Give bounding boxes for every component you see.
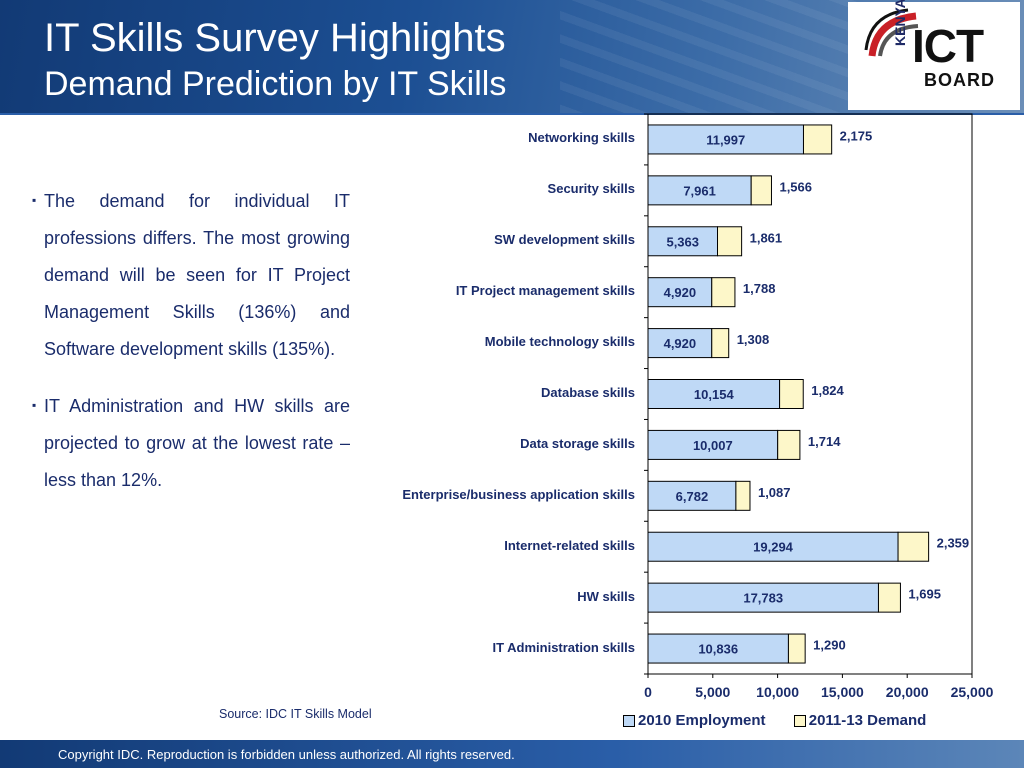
category-label: Internet-related skills xyxy=(504,538,635,553)
category-label: SW development skills xyxy=(494,232,635,247)
employment-value-label: 10,007 xyxy=(693,438,733,453)
source-note: Source: IDC IT Skills Model xyxy=(219,707,372,721)
bullet-item: ▪ IT Administration and HW skills are pr… xyxy=(32,388,350,499)
map-background xyxy=(560,0,860,113)
demand-value-label: 1,695 xyxy=(908,587,941,602)
employment-bar xyxy=(647,379,781,409)
employment-value-label: 10,836 xyxy=(698,642,738,657)
x-tick-label: 25,000 xyxy=(951,684,994,700)
bullet-square-icon: ▪ xyxy=(32,193,37,207)
demand-bar xyxy=(711,328,730,359)
demand-value-label: 1,861 xyxy=(750,230,783,245)
demand-value-label: 1,788 xyxy=(743,281,776,296)
logo-board-text: BOARD xyxy=(924,70,995,90)
employment-value-label: 6,782 xyxy=(676,489,709,504)
copyright-text: Copyright IDC. Reproduction is forbidden… xyxy=(58,747,515,762)
demand-value-label: 1,308 xyxy=(737,332,770,347)
employment-value-label: 10,154 xyxy=(694,387,735,402)
footer-bar: Copyright IDC. Reproduction is forbidden… xyxy=(0,740,1024,768)
header-banner: IT Skills Survey Highlights Demand Predi… xyxy=(0,0,1024,113)
demand-value-label: 1,566 xyxy=(779,179,812,194)
demand-value-label: 1,824 xyxy=(811,383,844,398)
legend-label: 2010 Employment xyxy=(638,712,766,729)
employment-value-label: 19,294 xyxy=(753,540,794,555)
bullet-list: ▪ The demand for individual IT professio… xyxy=(32,183,350,519)
employment-value-label: 7,961 xyxy=(683,183,716,198)
employment-value-label: 11,997 xyxy=(706,132,745,147)
employment-value-label: 4,920 xyxy=(664,285,697,300)
employment-bar xyxy=(647,175,752,206)
demand-value-label: 1,087 xyxy=(758,485,791,500)
legend-item-demand: 2011-13 Demand xyxy=(793,712,927,729)
employment-bar xyxy=(647,226,719,257)
demand-bar xyxy=(717,226,743,257)
category-label: Database skills xyxy=(541,385,635,400)
category-label: Enterprise/business application skills xyxy=(402,487,635,502)
demand-bar xyxy=(777,429,801,460)
demand-bar xyxy=(897,531,930,562)
category-label: Data storage skills xyxy=(520,436,635,451)
employment-bar xyxy=(647,582,879,613)
x-tick-label: 15,000 xyxy=(821,684,864,700)
category-label: Security skills xyxy=(547,181,635,196)
bullet-text: IT Administration and HW skills are proj… xyxy=(44,396,350,490)
demand-bar xyxy=(735,480,751,511)
x-tick-label: 0 xyxy=(644,684,652,700)
demand-bar xyxy=(779,379,804,409)
employment-bar xyxy=(647,531,899,562)
logo-ict-text: ICT xyxy=(912,20,984,72)
legend-item-employment: 2010 Employment xyxy=(623,712,766,729)
legend-label: 2011-13 Demand xyxy=(808,712,927,729)
demand-bar xyxy=(877,582,901,613)
bullet-text: The demand for individual IT professions… xyxy=(44,191,350,359)
logo-swoosh-icon xyxy=(864,8,919,57)
employment-bar xyxy=(647,277,713,308)
bullet-item: ▪ The demand for individual IT professio… xyxy=(32,183,350,368)
page-subtitle: Demand Prediction by IT Skills xyxy=(44,65,507,103)
page-title: IT Skills Survey Highlights xyxy=(44,16,506,60)
x-tick-label: 20,000 xyxy=(886,684,929,700)
employment-bar xyxy=(647,633,789,664)
demand-value-label: 2,359 xyxy=(937,536,970,551)
category-label: Networking skills xyxy=(528,130,635,145)
demand-value-label: 2,175 xyxy=(840,128,873,143)
employment-bar xyxy=(647,429,779,460)
x-tick-label: 10,000 xyxy=(756,684,799,700)
category-label: HW skills xyxy=(577,589,635,604)
category-label: IT Project management skills xyxy=(455,283,635,298)
demand-bar xyxy=(802,124,833,155)
demand-value-label: 1,714 xyxy=(808,434,841,449)
header-divider xyxy=(0,113,1024,115)
legend-swatch-employment xyxy=(623,714,635,727)
chart-legend: 2010 Employment 2011-13 Demand xyxy=(623,712,950,731)
demand-bar xyxy=(711,277,736,308)
bullet-square-icon: ▪ xyxy=(32,398,37,412)
employment-bar xyxy=(647,124,804,155)
demand-bar xyxy=(750,175,772,206)
employment-value-label: 4,920 xyxy=(664,336,697,351)
legend-swatch-demand xyxy=(793,714,806,727)
bar-chart: 0 5,000 10,000 15,000 20,000 25,000 11,997 2,17… xyxy=(644,113,994,700)
kenya-ict-board-logo: KENYA ICT BOARD xyxy=(848,0,1020,110)
category-label: Mobile technology skills xyxy=(484,334,635,349)
demand-value-label: 1,290 xyxy=(813,638,846,653)
employment-value-label: 5,363 xyxy=(666,234,699,249)
demand-bar xyxy=(787,633,806,664)
employment-value-label: 17,783 xyxy=(743,591,783,606)
category-label: IT Administration skills xyxy=(492,640,635,655)
x-tick-label: 5,000 xyxy=(695,684,730,700)
